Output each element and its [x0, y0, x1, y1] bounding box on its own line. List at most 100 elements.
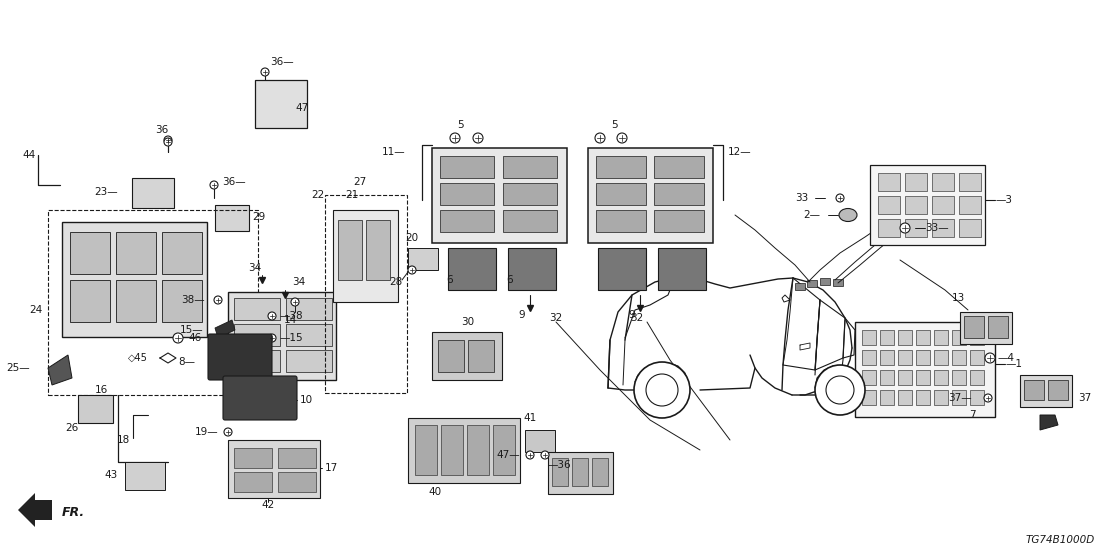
- Bar: [441, 425, 463, 475]
- Bar: [916, 330, 930, 345]
- Bar: [215, 205, 249, 231]
- Bar: [62, 222, 207, 337]
- Text: 40: 40: [429, 487, 442, 497]
- Bar: [878, 219, 900, 237]
- Bar: [862, 370, 876, 385]
- Bar: [234, 298, 280, 320]
- Bar: [820, 278, 830, 285]
- Bar: [862, 330, 876, 345]
- Bar: [432, 332, 502, 380]
- Polygon shape: [18, 493, 52, 527]
- Bar: [440, 183, 494, 205]
- Text: 7: 7: [968, 410, 975, 420]
- Text: 9: 9: [519, 310, 525, 320]
- Bar: [970, 390, 984, 405]
- Text: 43: 43: [105, 470, 117, 480]
- Bar: [1020, 375, 1073, 407]
- Circle shape: [900, 223, 910, 233]
- Bar: [833, 279, 843, 286]
- Bar: [870, 165, 985, 245]
- Bar: [862, 350, 876, 365]
- Bar: [880, 350, 894, 365]
- Circle shape: [815, 365, 865, 415]
- Circle shape: [617, 133, 627, 143]
- Text: 47—: 47—: [496, 450, 520, 460]
- Bar: [255, 80, 307, 128]
- Bar: [116, 280, 156, 322]
- Polygon shape: [48, 355, 72, 385]
- Bar: [932, 219, 954, 237]
- Bar: [278, 472, 316, 492]
- Bar: [970, 370, 984, 385]
- FancyBboxPatch shape: [223, 376, 297, 420]
- Bar: [234, 448, 271, 468]
- Bar: [438, 340, 464, 372]
- Text: 14: 14: [284, 315, 297, 325]
- Text: 20: 20: [406, 233, 419, 243]
- Bar: [592, 458, 608, 486]
- Text: 33—: 33—: [925, 223, 948, 233]
- Text: 24: 24: [29, 305, 42, 315]
- Text: —1: —1: [1005, 359, 1022, 369]
- Text: 12—: 12—: [728, 147, 751, 157]
- Text: 2—: 2—: [803, 210, 820, 220]
- Bar: [897, 350, 912, 365]
- Bar: [48, 210, 258, 395]
- Text: —4: —4: [998, 353, 1015, 363]
- Text: 30: 30: [461, 317, 474, 327]
- Bar: [952, 390, 966, 405]
- Text: 17: 17: [325, 463, 338, 473]
- Bar: [880, 370, 894, 385]
- Text: 27: 27: [353, 177, 367, 187]
- Bar: [596, 183, 646, 205]
- Circle shape: [985, 353, 995, 363]
- Circle shape: [268, 334, 276, 342]
- Bar: [468, 340, 494, 372]
- Bar: [952, 370, 966, 385]
- Text: 5: 5: [612, 120, 618, 130]
- Bar: [970, 330, 984, 345]
- Text: 44: 44: [22, 150, 35, 160]
- Bar: [880, 330, 894, 345]
- Bar: [234, 472, 271, 492]
- Text: 37—: 37—: [948, 393, 972, 403]
- Bar: [934, 330, 948, 345]
- Bar: [880, 390, 894, 405]
- Circle shape: [526, 451, 534, 459]
- Bar: [654, 156, 704, 178]
- Text: ◇45: ◇45: [129, 353, 148, 363]
- Text: 6: 6: [447, 275, 453, 285]
- Bar: [552, 458, 568, 486]
- Bar: [862, 390, 876, 405]
- Bar: [440, 210, 494, 232]
- Circle shape: [164, 138, 172, 146]
- Text: 36: 36: [155, 125, 168, 135]
- Bar: [952, 330, 966, 345]
- Bar: [408, 248, 438, 270]
- Circle shape: [261, 68, 269, 76]
- Text: 36—: 36—: [222, 177, 246, 187]
- Bar: [228, 440, 320, 498]
- Bar: [960, 173, 981, 191]
- Bar: [960, 312, 1012, 344]
- Bar: [654, 210, 704, 232]
- Bar: [897, 370, 912, 385]
- Text: 25—: 25—: [7, 363, 30, 373]
- Text: 32: 32: [550, 313, 563, 323]
- Text: 34: 34: [293, 277, 305, 287]
- Circle shape: [224, 428, 232, 436]
- Text: 8—: 8—: [178, 357, 195, 367]
- Bar: [70, 280, 110, 322]
- Bar: [598, 248, 646, 290]
- Bar: [916, 350, 930, 365]
- Text: TG74B1000D: TG74B1000D: [1026, 535, 1095, 545]
- Bar: [325, 195, 407, 393]
- Text: 47: 47: [295, 103, 308, 113]
- Circle shape: [646, 374, 678, 406]
- Bar: [132, 178, 174, 208]
- Bar: [116, 232, 156, 274]
- Text: —15: —15: [280, 333, 304, 343]
- Bar: [432, 148, 567, 243]
- Bar: [493, 425, 515, 475]
- Circle shape: [473, 133, 483, 143]
